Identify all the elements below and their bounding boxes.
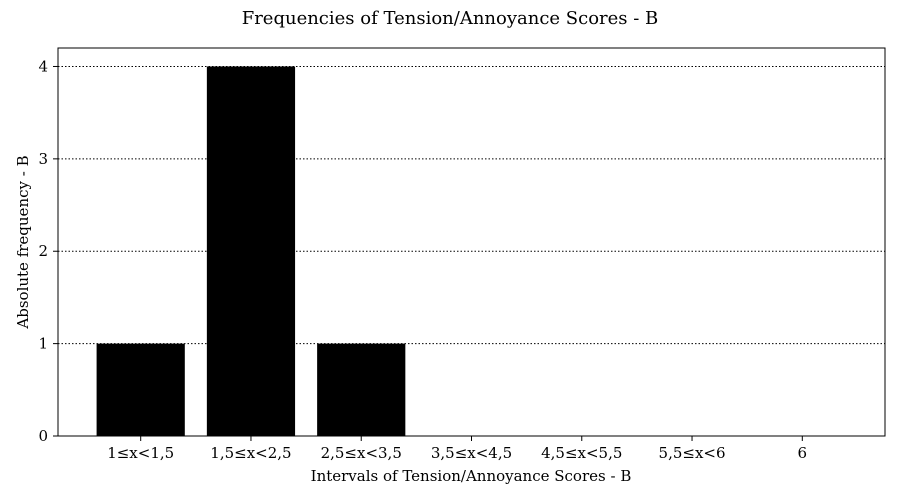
y-tick-label: 2 bbox=[38, 242, 48, 260]
bars bbox=[96, 66, 406, 436]
grid-lines bbox=[58, 65, 885, 345]
x-tick-label: 4,5≤x<5,5 bbox=[541, 444, 622, 462]
x-tick-label: 3,5≤x<4,5 bbox=[431, 444, 512, 462]
y-tick-label: 0 bbox=[38, 427, 48, 445]
x-tick-label: 2,5≤x<3,5 bbox=[321, 444, 402, 462]
y-axis-label: Absolute frequency - B bbox=[14, 155, 32, 329]
x-axis-label: Intervals of Tension/Annoyance Scores - … bbox=[311, 467, 632, 485]
x-tick-label: 1,5≤x<2,5 bbox=[210, 444, 291, 462]
x-tick-label: 1≤x<1,5 bbox=[107, 444, 174, 462]
x-axis-ticks: 1≤x<1,5 1,5≤x<2,5 2,5≤x<3,5 3,5≤x<4,5 4,5≤x<… bbox=[107, 436, 807, 462]
chart-title: Frequencies of Tension/Annoyance Scores … bbox=[242, 8, 659, 29]
y-tick-label: 3 bbox=[38, 150, 48, 168]
bar bbox=[317, 343, 406, 436]
bar bbox=[206, 66, 296, 436]
x-tick-label: 5,5≤x<6 bbox=[659, 444, 726, 462]
bar bbox=[96, 343, 185, 436]
y-axis-ticks: 0 1 2 3 4 bbox=[38, 57, 58, 445]
y-tick-label: 1 bbox=[38, 335, 48, 353]
x-tick-label: 6 bbox=[798, 444, 808, 462]
y-tick-label: 4 bbox=[38, 57, 48, 75]
